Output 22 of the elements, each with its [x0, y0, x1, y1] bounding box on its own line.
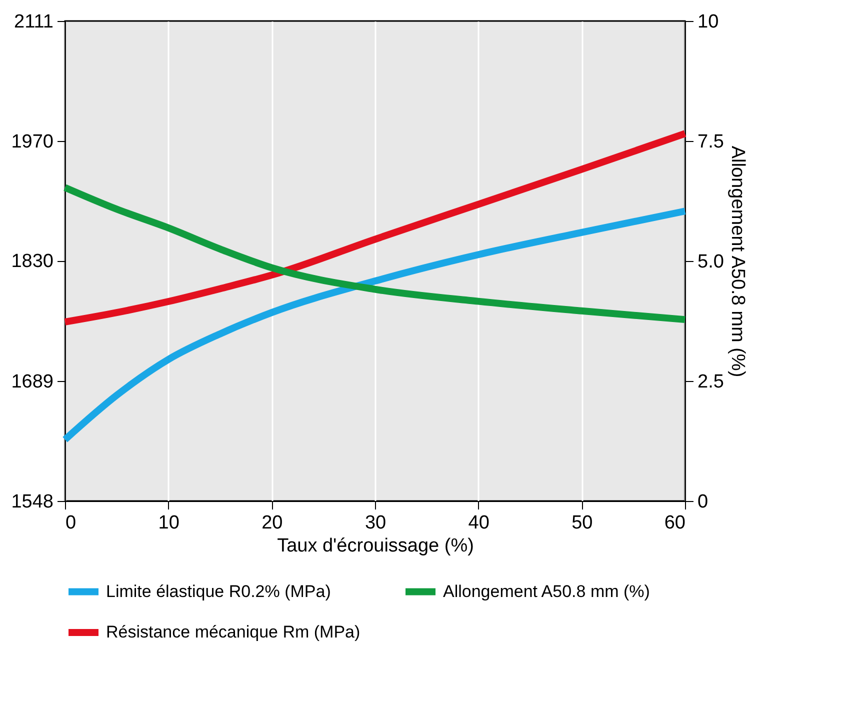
y2-tick-label: 5.0 — [698, 252, 724, 272]
y-tick-label: 2111 — [14, 12, 54, 32]
y-tick-label: 1689 — [11, 371, 54, 392]
y-tick-label: 1548 — [11, 492, 54, 512]
x-tick-label: 60 — [664, 512, 686, 534]
y-tick-label: 1830 — [11, 251, 54, 272]
x-tick-label: 30 — [364, 512, 386, 534]
x-tick-label: 10 — [158, 512, 180, 534]
legend-label: Limite élastique R0.2% (MPa) — [106, 582, 331, 601]
x-tick-label: 50 — [572, 512, 593, 534]
y2-tick-label: 2.5 — [698, 372, 724, 392]
x-tick-label: 20 — [262, 512, 283, 534]
x-tick-label: 0 — [66, 512, 76, 534]
y2-tick-label: 0 — [698, 492, 708, 512]
y2-tick-label: 10 — [698, 12, 719, 32]
legend-label: Allongement A50.8 mm (%) — [443, 582, 650, 601]
legend-label: Résistance mécanique Rm (MPa) — [106, 622, 360, 642]
x-axis-title: Taux d'écrouissage (%) — [277, 536, 474, 556]
x-tick-label: 40 — [468, 512, 490, 534]
y2-tick-label: 7.5 — [698, 132, 724, 152]
y-tick-label: 1970 — [11, 132, 54, 153]
y2-axis-title: Allongement A50.8 mm (%) — [726, 146, 748, 378]
